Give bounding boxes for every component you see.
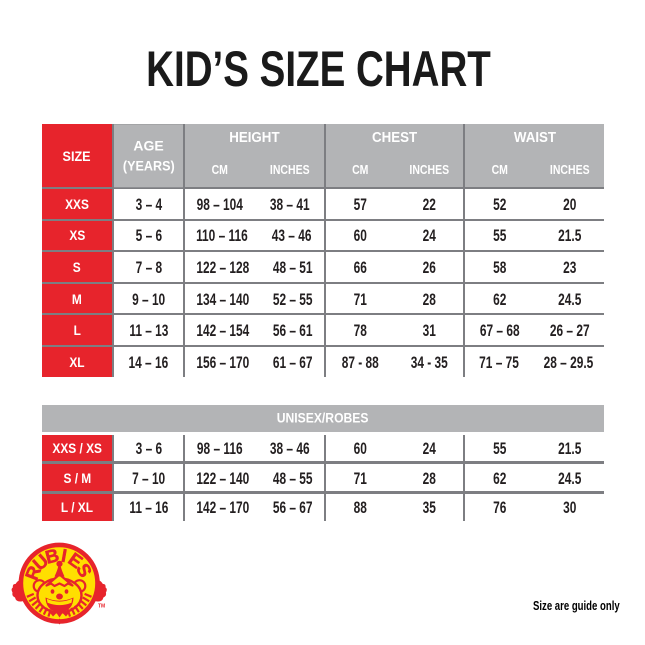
- svg-text:I: I: [60, 545, 69, 567]
- svg-text:TM: TM: [98, 604, 105, 610]
- svg-text:B: B: [43, 544, 61, 568]
